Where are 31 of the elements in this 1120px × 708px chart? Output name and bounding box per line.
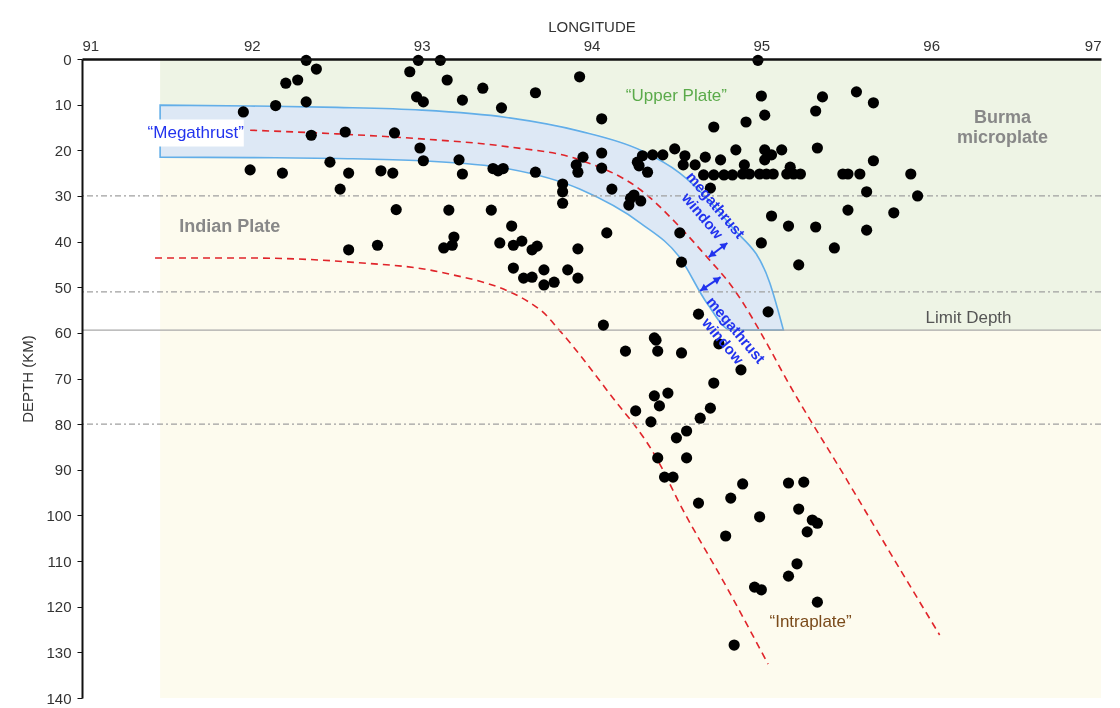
annotation: Burma microplate <box>956 107 1049 148</box>
y-tick-label: 80 <box>54 415 72 433</box>
y-tick-label: 10 <box>54 96 72 114</box>
y-axis-title: DEPTH (KM) <box>19 335 37 423</box>
annotation: “Megathrust” <box>147 122 245 142</box>
x-tick-label: 91 <box>82 36 100 54</box>
y-tick-label: 20 <box>54 141 72 159</box>
y-tick-label: 70 <box>54 370 72 387</box>
y-tick-label: 120 <box>46 598 72 616</box>
y-tick-label: 40 <box>54 233 72 251</box>
y-tick-label: 0 <box>63 50 72 68</box>
annotation: “Intraplate” <box>769 612 853 632</box>
y-tick-label: 100 <box>46 506 72 524</box>
y-tick-label: 60 <box>54 324 72 342</box>
x-tick-label: 93 <box>413 36 431 54</box>
annotation: “Upper Plate” <box>625 85 728 105</box>
y-tick-label: 140 <box>46 689 72 707</box>
ref-line-label: Limit Depth <box>925 308 1012 328</box>
y-tick-label: 130 <box>46 643 72 661</box>
y-tick-label: 110 <box>47 552 72 570</box>
x-tick-label: 96 <box>923 36 941 54</box>
x-tick-label: 92 <box>243 36 261 54</box>
x-tick-label: 97 <box>1084 36 1102 54</box>
y-tick-label: 90 <box>54 461 72 479</box>
line-series <box>154 257 769 666</box>
y-tick-label: 50 <box>54 278 72 296</box>
x-tick-label: 94 <box>583 36 601 54</box>
y-tick-label: 30 <box>54 187 72 205</box>
annotation: Indian Plate <box>179 215 281 236</box>
x-axis-title: LONGITUDE <box>548 17 636 35</box>
x-tick-label: 95 <box>753 36 771 54</box>
